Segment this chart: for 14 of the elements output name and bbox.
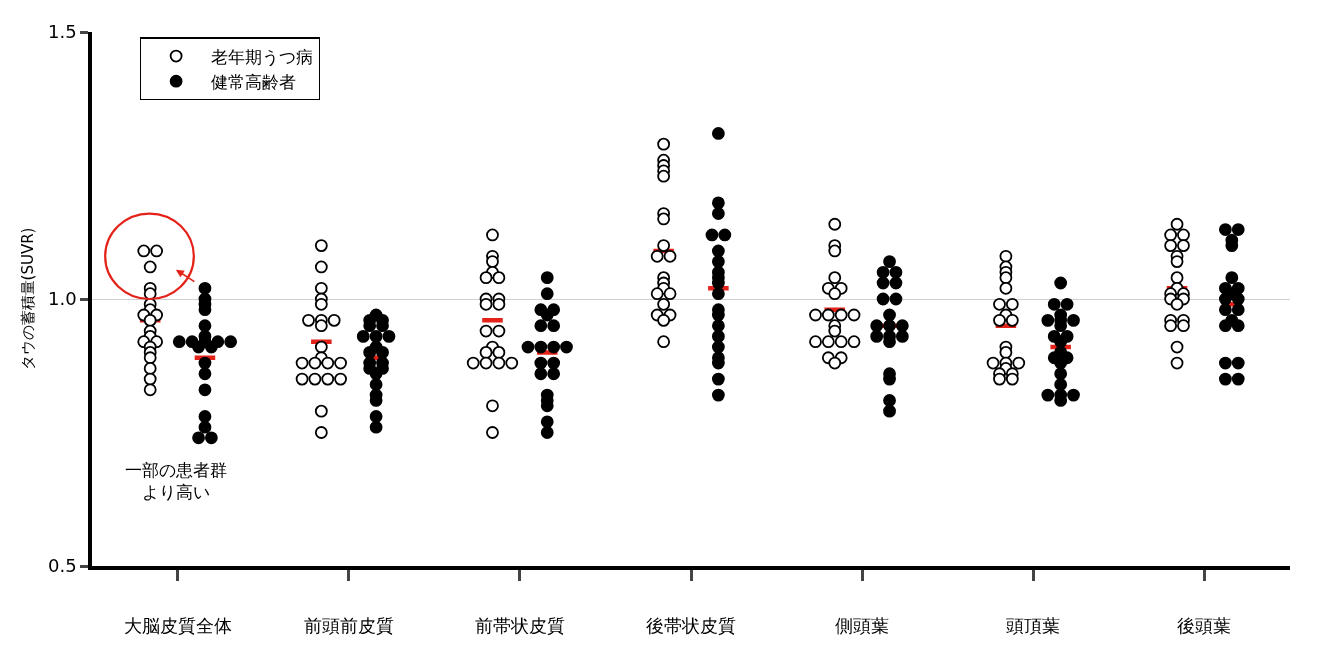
x-tick-label: 後頭葉 xyxy=(1177,615,1232,637)
legend-label: 老年期うつ病 xyxy=(211,46,314,67)
y-axis-title: タウの蓄積量(SUVR) xyxy=(18,227,37,371)
y-tick-label: 0.5 xyxy=(48,555,77,577)
legend-label: 健常高齢者 xyxy=(211,71,297,92)
x-tick-label: 側頭葉 xyxy=(835,615,890,637)
x-tick-label: 後帯状皮質 xyxy=(646,615,736,637)
x-tick-label: 頭頂葉 xyxy=(1006,615,1061,637)
x-tick-label: 前頭前皮質 xyxy=(303,615,394,637)
x-tick-label: 前帯状皮質 xyxy=(474,615,565,637)
x-tick-label: 大脳皮質全体 xyxy=(123,615,232,637)
annotation: 一部の患者群より高い xyxy=(125,460,227,503)
y-tick-label: 1.0 xyxy=(48,288,77,310)
y-tick-label: 1.5 xyxy=(48,21,77,43)
